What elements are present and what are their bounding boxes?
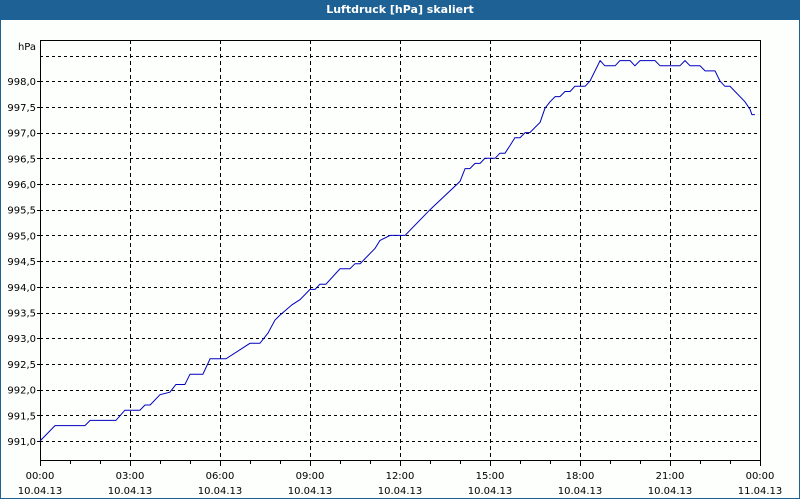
x-tick-date-label: 11.04.13 (738, 486, 783, 497)
x-tick-date-label: 10.04.13 (558, 486, 603, 497)
x-tick-time-label: 00:00 (26, 471, 55, 482)
plot-area-border (40, 40, 761, 461)
x-tick-time-label: 21:00 (656, 471, 685, 482)
y-tick-label: 997,5 (7, 103, 36, 114)
y-tick-label: 991,0 (7, 437, 36, 448)
y-tick-label: 991,5 (7, 411, 36, 422)
y-tick-label: 992,5 (7, 360, 36, 371)
x-tick-date-label: 10.04.13 (378, 486, 423, 497)
y-tick-label: 994,5 (7, 257, 36, 268)
y-tick-label: 997,0 (7, 129, 36, 140)
y-tick-label: 995,0 (7, 231, 36, 242)
y-axis-unit-label: hPa (18, 42, 36, 53)
x-tick-time-label: 12:00 (386, 471, 415, 482)
x-tick-date-label: 10.04.13 (108, 486, 153, 497)
y-axis-labels: 991,0 991,5 992,0 992,5 993,0 993,5 994,0 994,5… (7, 77, 36, 448)
x-tick-date-label: 10.04.13 (468, 486, 513, 497)
y-tick-label: 995,5 (7, 206, 36, 217)
x-tick-time-label: 06:00 (206, 471, 235, 482)
x-tick-time-label: 00:00 (746, 471, 775, 482)
x-tick-date-label: 10.04.13 (198, 486, 243, 497)
y-tick-label: 996,0 (7, 180, 36, 191)
y-tick-label: 993,0 (7, 334, 36, 345)
x-tick-time-label: 09:00 (296, 471, 325, 482)
x-axis-labels: 00:00 10.04.13 03:00 10.04.13 06:00 10.04.13 0… (18, 471, 783, 497)
x-tick-date-label: 10.04.13 (18, 486, 63, 497)
x-tick-time-label: 03:00 (116, 471, 145, 482)
chart-title: Luftdruck [hPa] skaliert (0, 0, 800, 20)
x-tick-time-label: 15:00 (476, 471, 505, 482)
x-tick-date-label: 10.04.13 (288, 486, 333, 497)
y-tick-label: 994,0 (7, 283, 36, 294)
y-tick-label: 993,5 (7, 309, 36, 320)
axis-ticks (37, 81, 761, 466)
x-tick-date-label: 10.04.13 (648, 486, 693, 497)
y-tick-label: 996,5 (7, 154, 36, 165)
y-tick-label: 998,0 (7, 77, 36, 88)
x-tick-time-label: 18:00 (566, 471, 595, 482)
y-tick-label: 992,0 (7, 386, 36, 397)
grid-lines (40, 40, 760, 460)
pressure-series-line (39, 59, 755, 442)
